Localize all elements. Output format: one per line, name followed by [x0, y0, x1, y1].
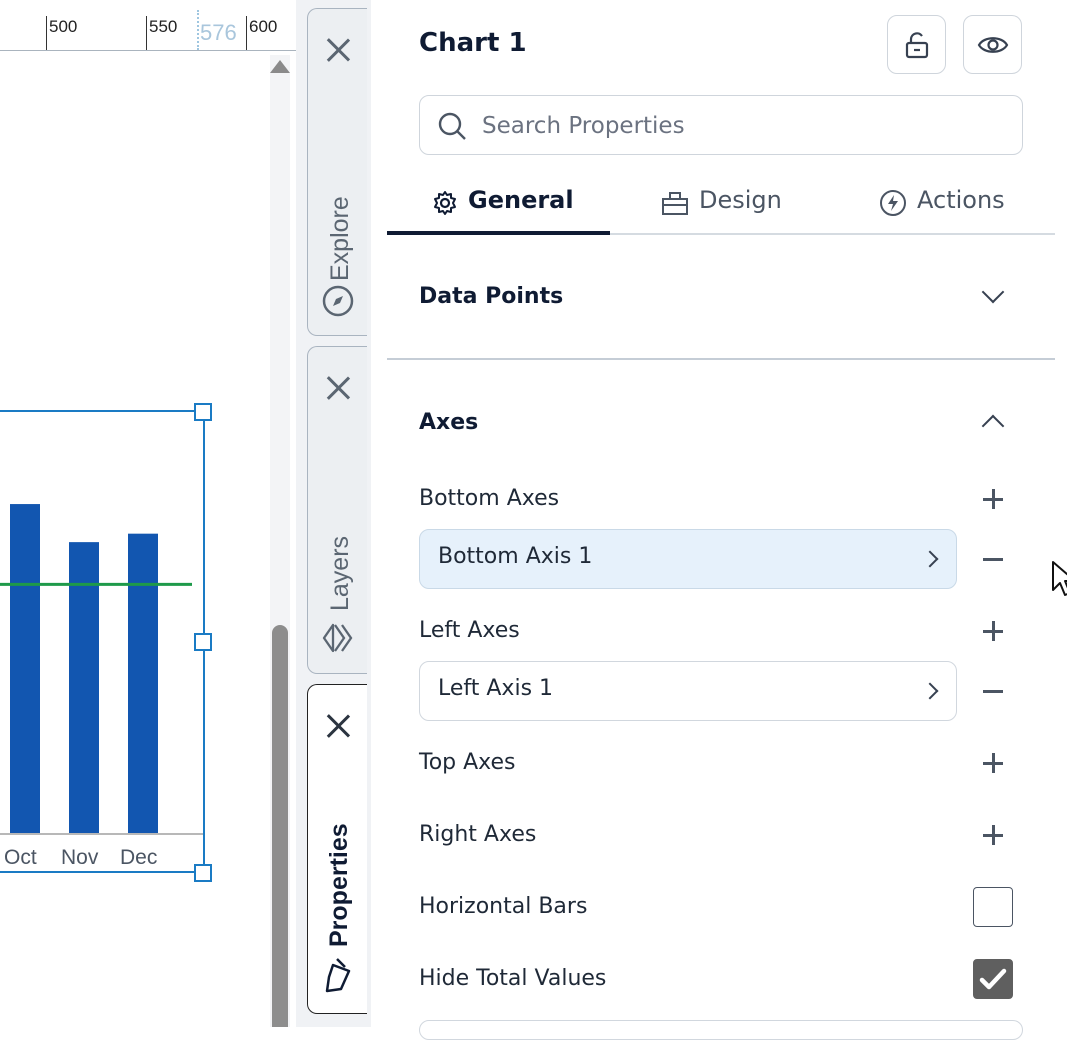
lock-button[interactable] [887, 15, 946, 74]
compass-icon [322, 285, 354, 317]
scrollbar-thumb[interactable] [272, 625, 288, 1027]
resize-handle-bottom-right[interactable] [194, 864, 212, 882]
ruler-tick [46, 16, 47, 50]
design-canvas[interactable]: 500 550 600 576 Oct Nov Dec [0, 0, 296, 1027]
ruler-tick-label: 550 [149, 17, 178, 36]
left-axes-label: Left Axes [419, 618, 520, 643]
visibility-button[interactable] [963, 15, 1022, 74]
bottom-axis-item-label: Bottom Axis 1 [438, 544, 593, 569]
x-tick-label: Oct [4, 846, 37, 869]
bar-oct[interactable] [10, 504, 40, 834]
tab-explore[interactable]: Explore [307, 8, 367, 336]
left-axis-item[interactable]: Left Axis 1 [419, 661, 957, 721]
top-axes-label: Top Axes [419, 750, 516, 775]
panel-title: Chart 1 [419, 28, 527, 58]
left-axis-item-label: Left Axis 1 [438, 676, 554, 701]
bottom-axes-label: Bottom Axes [419, 486, 560, 511]
tab-actions-label: Actions [917, 186, 1005, 214]
chart-widget[interactable]: Oct Nov Dec [0, 0, 296, 1027]
search-icon [438, 112, 466, 140]
section-divider [387, 358, 1055, 360]
ruler-tick [146, 16, 147, 50]
tabs-divider [387, 233, 1055, 235]
mouse-cursor-icon [1052, 561, 1067, 596]
bars-layer [10, 504, 158, 834]
bottom-axis-item[interactable]: Bottom Axis 1 [419, 529, 957, 589]
x-tick-label: Nov [61, 846, 99, 869]
tab-design[interactable]: Design [661, 186, 782, 234]
ruler-tick [246, 16, 247, 50]
horizontal-bars-label: Horizontal Bars [419, 894, 588, 919]
layers-icon [322, 623, 353, 653]
bar-nov[interactable] [69, 542, 99, 834]
hide-total-values-checkbox[interactable] [973, 959, 1013, 999]
hide-total-values-label: Hide Total Values [419, 966, 607, 991]
chevron-right-icon [921, 550, 939, 568]
unlock-icon [905, 31, 928, 58]
ruler-tick-label: 600 [249, 17, 278, 36]
close-icon[interactable] [325, 37, 351, 63]
horizontal-ruler: 500 550 600 576 [0, 0, 296, 51]
tab-actions[interactable]: Actions [879, 186, 1005, 234]
tab-properties[interactable]: Properties [307, 684, 367, 1014]
search-input[interactable] [480, 108, 1004, 144]
brush-icon [325, 958, 351, 993]
resize-handle-right[interactable] [194, 633, 212, 651]
add-right-axis-icon[interactable] [983, 825, 1003, 845]
tab-general[interactable]: General [432, 186, 574, 234]
right-axes-label: Right Axes [419, 822, 537, 847]
add-left-axis-icon[interactable] [983, 621, 1003, 641]
x-tick-label: Dec [120, 846, 158, 869]
close-icon[interactable] [325, 713, 351, 739]
close-icon[interactable] [325, 375, 351, 401]
chevron-right-icon [921, 682, 939, 700]
tab-design-label: Design [699, 186, 782, 214]
chevron-down-icon[interactable] [981, 280, 1005, 304]
eye-icon [977, 36, 1008, 53]
side-tabs-strip: Explore Layers Properties [296, 0, 371, 1027]
ruler-guide-label: 576 [200, 20, 237, 45]
checkmark-icon [979, 968, 1007, 990]
ruler-tick-label: 500 [49, 17, 78, 36]
search-field[interactable] [419, 95, 1023, 155]
tab-layers-label: Layers [326, 535, 354, 611]
tab-properties-label: Properties [325, 823, 353, 947]
scroll-up-arrow-icon[interactable] [270, 60, 290, 73]
design-icon [662, 192, 688, 215]
next-property-field[interactable] [419, 1020, 1023, 1040]
chevron-up-icon[interactable] [981, 414, 1005, 438]
gear-icon [434, 191, 456, 215]
horizontal-bars-checkbox[interactable] [973, 887, 1013, 927]
chart-svg [0, 410, 205, 873]
resize-handle-top-right[interactable] [194, 403, 212, 421]
remove-left-axis-icon[interactable] [983, 690, 1003, 693]
tab-layers[interactable]: Layers [307, 346, 367, 674]
tab-general-label: General [468, 186, 574, 214]
lightning-icon [880, 190, 906, 216]
add-top-axis-icon[interactable] [983, 753, 1003, 773]
add-bottom-axis-icon[interactable] [983, 489, 1003, 509]
properties-panel: Chart 1 General Desi [371, 0, 1067, 1040]
bar-dec[interactable] [128, 533, 158, 834]
section-title: Axes [419, 410, 479, 435]
active-tab-indicator [387, 231, 610, 235]
remove-bottom-axis-icon[interactable] [983, 558, 1003, 561]
tab-explore-label: Explore [326, 196, 354, 281]
ruler-guide-marker [197, 10, 199, 50]
section-title: Data Points [419, 284, 564, 309]
